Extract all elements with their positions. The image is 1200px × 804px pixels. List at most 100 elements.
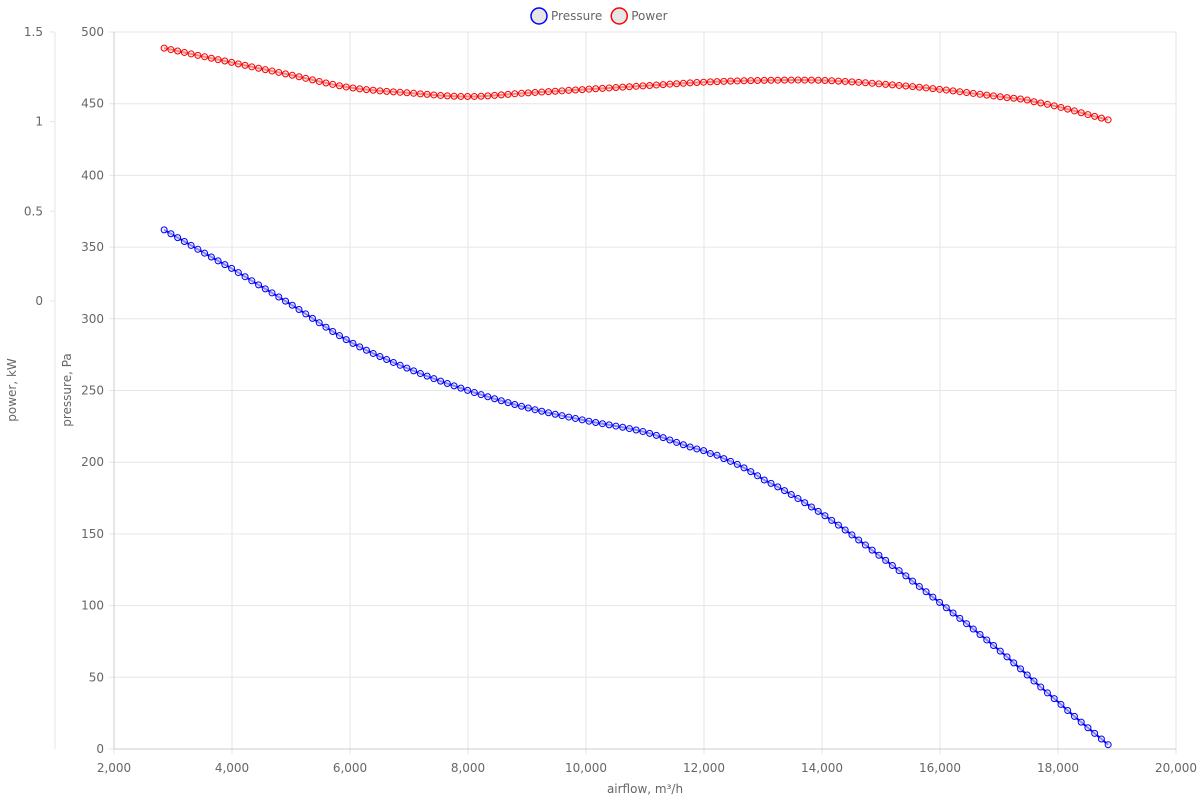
- data-point-pressure[interactable]: [1010, 659, 1018, 667]
- data-point-power[interactable]: [855, 78, 863, 86]
- data-point-pressure[interactable]: [255, 281, 263, 289]
- data-point-power[interactable]: [585, 85, 593, 93]
- data-point-pressure[interactable]: [558, 412, 566, 420]
- legend-item-pressure[interactable]: Pressure: [530, 7, 602, 25]
- data-point-power[interactable]: [605, 84, 613, 92]
- data-point-pressure[interactable]: [625, 425, 633, 433]
- data-point-pressure[interactable]: [787, 491, 795, 499]
- data-point-power[interactable]: [875, 80, 883, 88]
- data-point-pressure[interactable]: [1084, 724, 1092, 732]
- data-point-pressure[interactable]: [828, 516, 836, 524]
- data-point-power[interactable]: [760, 76, 768, 84]
- data-point-pressure[interactable]: [241, 273, 249, 281]
- data-point-pressure[interactable]: [942, 604, 950, 612]
- data-point-power[interactable]: [538, 88, 546, 96]
- data-point-pressure[interactable]: [949, 609, 957, 617]
- data-point-power[interactable]: [774, 76, 782, 84]
- data-point-power[interactable]: [383, 87, 391, 95]
- data-point-pressure[interactable]: [760, 476, 768, 484]
- data-point-power[interactable]: [1064, 105, 1072, 113]
- data-point-power[interactable]: [922, 84, 930, 92]
- data-point-power[interactable]: [174, 47, 182, 55]
- data-point-pressure[interactable]: [437, 377, 445, 385]
- data-point-power[interactable]: [578, 86, 586, 94]
- data-point-pressure[interactable]: [376, 353, 384, 361]
- data-point-pressure[interactable]: [234, 269, 242, 277]
- data-point-pressure[interactable]: [875, 551, 883, 559]
- data-point-power[interactable]: [740, 77, 748, 85]
- data-point-pressure[interactable]: [295, 306, 303, 314]
- data-point-power[interactable]: [477, 92, 485, 100]
- data-point-power[interactable]: [1016, 95, 1024, 103]
- data-point-pressure[interactable]: [807, 503, 815, 511]
- data-point-power[interactable]: [1003, 94, 1011, 102]
- data-point-pressure[interactable]: [612, 422, 620, 430]
- data-point-pressure[interactable]: [443, 380, 451, 388]
- data-point-power[interactable]: [673, 80, 681, 88]
- data-point-power[interactable]: [693, 79, 701, 87]
- data-point-power[interactable]: [652, 81, 660, 89]
- data-point-pressure[interactable]: [861, 541, 869, 549]
- data-point-pressure[interactable]: [794, 495, 802, 503]
- data-point-pressure[interactable]: [956, 614, 964, 622]
- data-point-pressure[interactable]: [720, 455, 728, 463]
- data-point-power[interactable]: [437, 91, 445, 99]
- data-point-power[interactable]: [187, 50, 195, 58]
- data-point-pressure[interactable]: [531, 406, 539, 414]
- data-point-pressure[interactable]: [1043, 689, 1051, 697]
- data-point-power[interactable]: [484, 92, 492, 100]
- data-point-power[interactable]: [686, 79, 694, 87]
- data-point-pressure[interactable]: [1050, 695, 1058, 703]
- data-point-pressure[interactable]: [544, 409, 552, 417]
- data-point-power[interactable]: [450, 92, 458, 100]
- data-point-pressure[interactable]: [275, 293, 283, 301]
- data-point-pressure[interactable]: [201, 249, 209, 257]
- data-point-power[interactable]: [612, 84, 620, 92]
- data-point-pressure[interactable]: [248, 277, 256, 285]
- data-point-power[interactable]: [983, 91, 991, 99]
- data-point-power[interactable]: [780, 76, 788, 84]
- data-point-pressure[interactable]: [646, 429, 654, 437]
- data-point-pressure[interactable]: [342, 336, 350, 344]
- data-point-pressure[interactable]: [308, 314, 316, 322]
- data-point-pressure[interactable]: [598, 420, 606, 428]
- data-point-power[interactable]: [936, 85, 944, 93]
- data-point-power[interactable]: [956, 88, 964, 96]
- data-point-power[interactable]: [491, 91, 499, 99]
- data-point-power[interactable]: [1030, 98, 1038, 106]
- data-point-power[interactable]: [234, 60, 242, 68]
- data-point-power[interactable]: [1037, 99, 1045, 107]
- data-point-pressure[interactable]: [1097, 735, 1105, 743]
- data-point-power[interactable]: [598, 84, 606, 92]
- data-point-pressure[interactable]: [356, 343, 364, 351]
- data-point-pressure[interactable]: [996, 647, 1004, 655]
- data-point-power[interactable]: [1050, 102, 1058, 110]
- data-point-power[interactable]: [288, 71, 296, 79]
- data-point-pressure[interactable]: [754, 472, 762, 480]
- data-point-pressure[interactable]: [801, 499, 809, 507]
- data-point-pressure[interactable]: [1057, 700, 1065, 708]
- data-point-power[interactable]: [201, 53, 209, 61]
- data-point-power[interactable]: [167, 46, 175, 54]
- data-point-pressure[interactable]: [652, 431, 660, 439]
- data-point-pressure[interactable]: [592, 419, 600, 426]
- data-point-power[interactable]: [329, 80, 337, 88]
- data-point-pressure[interactable]: [639, 428, 647, 436]
- data-point-pressure[interactable]: [282, 297, 290, 305]
- data-point-pressure[interactable]: [504, 399, 512, 407]
- data-point-pressure[interactable]: [187, 241, 195, 249]
- data-point-power[interactable]: [895, 81, 903, 89]
- data-point-power[interactable]: [787, 76, 795, 84]
- data-point-pressure[interactable]: [497, 397, 505, 405]
- data-point-pressure[interactable]: [780, 487, 788, 495]
- data-point-power[interactable]: [821, 76, 829, 84]
- data-point-pressure[interactable]: [450, 382, 458, 390]
- data-point-power[interactable]: [666, 80, 674, 88]
- data-point-pressure[interactable]: [180, 238, 188, 246]
- data-point-power[interactable]: [335, 82, 343, 90]
- data-point-power[interactable]: [848, 78, 856, 86]
- data-point-pressure[interactable]: [578, 416, 586, 424]
- data-point-power[interactable]: [794, 76, 802, 84]
- data-point-power[interactable]: [1097, 114, 1105, 122]
- data-point-power[interactable]: [902, 82, 910, 90]
